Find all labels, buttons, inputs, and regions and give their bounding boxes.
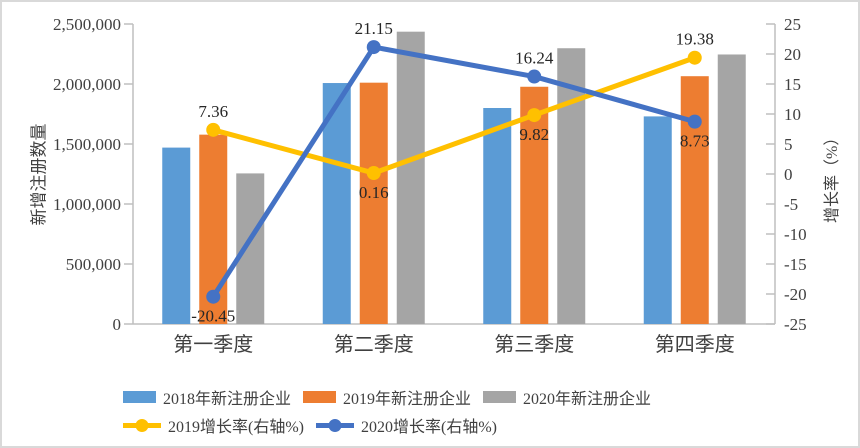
bar-2019-registrations-q3 xyxy=(520,86,549,324)
data-label-2020-growth-q1: -20.45 xyxy=(191,307,235,326)
right-axis-tick-label: 0 xyxy=(784,165,793,184)
data-label-2019-growth-q1: 7.36 xyxy=(198,102,228,121)
marker-2020-growth-q1 xyxy=(206,289,221,304)
left-axis-title: 新增注册数量 xyxy=(29,123,49,226)
right-axis-tick-label: 10 xyxy=(784,105,801,124)
right-axis-tick-label: 25 xyxy=(784,15,801,34)
legend-row-bars: 2018年新注册企业 2019年新注册企业 2020年新注册企业 xyxy=(123,385,651,409)
x-axis-category-label-q3: 第三季度 xyxy=(494,333,574,356)
marker-2020-growth-q2 xyxy=(366,40,381,55)
data-label-2019-growth-q2: 0.16 xyxy=(359,183,389,202)
legend-label-2020-growth: 2020增长率(右轴%) xyxy=(361,419,497,436)
marker-2020-growth-q4 xyxy=(687,114,702,129)
legend-label-2019-growth: 2019增长率(右轴%) xyxy=(168,419,304,436)
legend-line-marker-2019-icon xyxy=(123,418,161,432)
data-label-2019-growth-q4: 19.38 xyxy=(676,30,714,49)
bar-2020-registrations-q3 xyxy=(557,48,586,325)
left-axis-tick-label: 2,500,000 xyxy=(53,15,121,34)
line-2019-growth xyxy=(210,55,698,176)
legend-label-2020: 2020年新注册企业 xyxy=(523,391,652,408)
line-2020-growth xyxy=(210,44,698,300)
legend-swatch-2018-icon xyxy=(123,391,156,403)
marker-2020-growth-q3 xyxy=(527,69,542,84)
right-axis-tick-label: 20 xyxy=(784,45,801,64)
legend-item-2018-bars: 2018年新注册企业 xyxy=(123,385,291,409)
bar-2020-registrations-q1 xyxy=(236,173,265,324)
bar-2018-registrations-q1 xyxy=(162,147,191,324)
bar-2018-registrations-q4 xyxy=(643,116,672,325)
left-axis-tick-label: 2,000,000 xyxy=(53,75,121,94)
bar-2019-registrations-q4 xyxy=(680,76,709,324)
legend-item-2019-growth: 2019增长率(右轴%) xyxy=(123,413,304,437)
bar-2020-registrations-q4 xyxy=(717,54,746,324)
right-axis-tick-label: -10 xyxy=(784,225,807,244)
legend-swatch-2019-icon xyxy=(303,391,337,403)
legend-line-marker-2020-icon xyxy=(316,418,354,432)
bar-2020-registrations-q2 xyxy=(396,31,425,325)
data-label-2019-growth-q3: 9.82 xyxy=(519,125,549,144)
data-label-2020-growth-q2: 21.15 xyxy=(355,19,393,38)
x-axis-category-label-q1: 第一季度 xyxy=(173,333,253,356)
right-axis-tick-label: -5 xyxy=(784,195,798,214)
x-axis-category-label-q4: 第四季度 xyxy=(655,333,735,356)
left-axis-tick-label: 500,000 xyxy=(66,255,121,274)
legend-row-lines: 2019增长率(右轴%) 2020增长率(右轴%) xyxy=(123,413,651,437)
bar-2018-registrations-q3 xyxy=(483,108,512,324)
marker-2019-growth-q3 xyxy=(527,108,542,123)
right-axis-tick-label: -20 xyxy=(784,285,807,304)
data-label-2020-growth-q4: 8.73 xyxy=(680,132,710,151)
legend-item-2019-bars: 2019年新注册企业 xyxy=(303,385,471,409)
legend-item-2020-growth: 2020增长率(右轴%) xyxy=(316,413,497,437)
left-axis-tick-label: 1,000,000 xyxy=(53,195,121,214)
right-axis-title: 增长率（%） xyxy=(824,129,841,223)
legend-swatch-2020-icon xyxy=(483,391,517,403)
bar-2019-registrations-q2 xyxy=(359,82,388,325)
data-label-2020-growth-q3: 16.24 xyxy=(515,49,554,68)
right-axis-tick-label: -25 xyxy=(784,315,807,334)
legend-label-2018: 2018年新注册企业 xyxy=(163,391,292,408)
x-axis-category-label-q2: 第二季度 xyxy=(334,333,414,356)
left-axis-tick-label: 0 xyxy=(113,315,122,334)
legend-item-2020-bars: 2020年新注册企业 xyxy=(483,385,651,409)
marker-2019-growth-q2 xyxy=(366,166,381,181)
marker-2019-growth-q4 xyxy=(687,50,702,65)
right-axis-tick-label: -15 xyxy=(784,255,807,274)
right-axis-tick-label: 5 xyxy=(784,135,793,154)
legend-label-2019: 2019年新注册企业 xyxy=(343,391,472,408)
right-axis-tick-label: 15 xyxy=(784,75,801,94)
legend: 2018年新注册企业 2019年新注册企业 2020年新注册企业 2019增长率… xyxy=(123,385,651,437)
marker-2019-growth-q1 xyxy=(206,122,221,137)
left-axis-tick-label: 1,500,000 xyxy=(53,135,121,154)
